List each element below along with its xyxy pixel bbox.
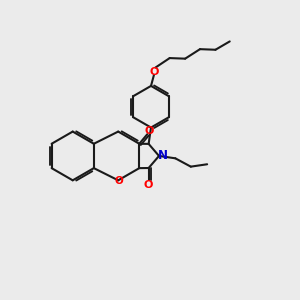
- Text: O: O: [144, 180, 153, 190]
- Text: O: O: [115, 176, 124, 186]
- Text: O: O: [149, 67, 159, 77]
- Text: N: N: [158, 149, 168, 162]
- Text: O: O: [144, 126, 154, 136]
